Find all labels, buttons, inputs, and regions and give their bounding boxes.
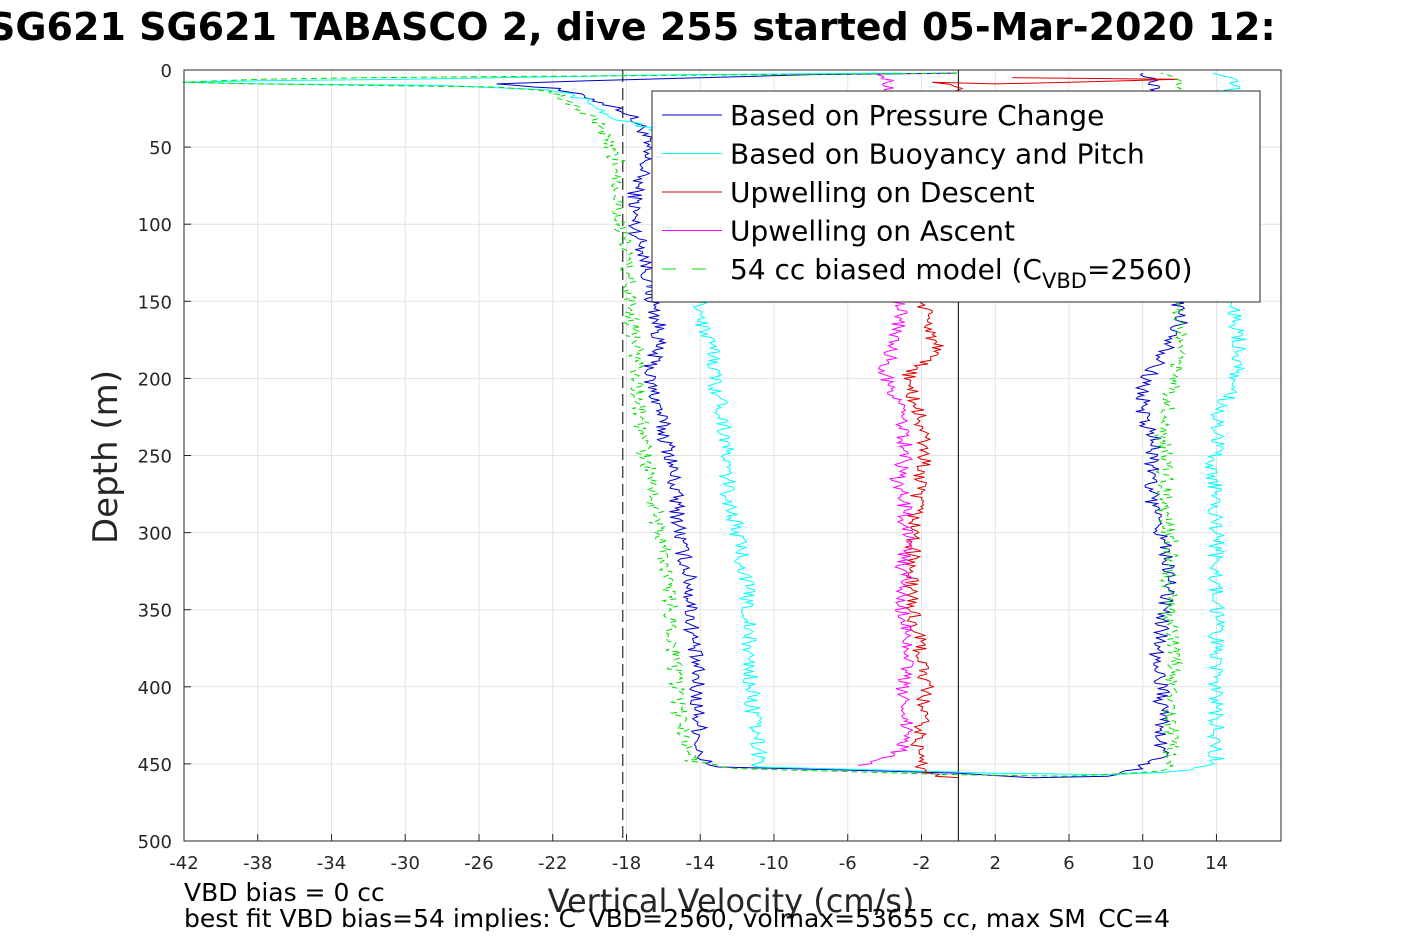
y-tick-label: 450 — [138, 755, 172, 776]
y-axis-label: Depth (m) — [86, 370, 126, 544]
legend-label-text: 54 cc biased model (C — [730, 253, 1042, 286]
legend-entry-label: 54 cc biased model (CVBD=2560) — [730, 253, 1193, 293]
x-tick-label: -34 — [317, 853, 346, 874]
legend-entry-label: Based on Pressure Change — [730, 99, 1104, 132]
y-tick-label: 350 — [138, 601, 172, 622]
best-fit-note: best fit VBD bias=54 implies: C_VBD=2560… — [184, 906, 1171, 931]
x-tick-label: 14 — [1205, 853, 1228, 874]
x-tick-label: -2 — [913, 853, 931, 874]
x-tick-label: -10 — [759, 853, 788, 874]
legend-label-text: Based on Buoyancy and Pitch — [730, 138, 1145, 171]
legend-label-text: Upwelling on Ascent — [730, 215, 1015, 248]
legend-label-text: Based on Pressure Change — [730, 99, 1104, 132]
x-tick-label: -22 — [538, 853, 567, 874]
y-tick-label: 250 — [138, 447, 172, 468]
x-tick-label: -30 — [391, 853, 420, 874]
x-tick-label: -14 — [686, 853, 715, 874]
ticks: -42 -38 -34 -30 -26 -22 -18 -14 -10 -6 -2 2 6 10 14050… — [138, 61, 1228, 874]
x-tick-label: -42 — [169, 853, 198, 874]
legend-entry-label: Based on Buoyancy and Pitch — [730, 138, 1145, 171]
y-tick-label: 150 — [138, 292, 172, 313]
x-axis-label: Vertical Velocity (cm/s) — [548, 882, 915, 920]
y-tick-label: 100 — [138, 215, 172, 236]
x-tick-label: 10 — [1131, 853, 1154, 874]
y-tick-label: 50 — [149, 138, 172, 159]
x-tick-label: -26 — [464, 853, 493, 874]
x-tick-label: 6 — [1063, 853, 1074, 874]
x-tick-label: -6 — [839, 853, 857, 874]
legend-entry-label: Upwelling on Ascent — [730, 215, 1015, 248]
y-tick-label: 200 — [138, 369, 172, 390]
vbd-bias-note: VBD bias = 0 cc — [184, 878, 385, 907]
legend: Based on Pressure Change Based on Buoyanc… — [651, 90, 1261, 303]
legend-box — [651, 90, 1261, 303]
y-tick-label: 400 — [138, 678, 172, 699]
legend-label-text: Upwelling on Descent — [730, 176, 1035, 209]
legend-label-suffix: =2560) — [1087, 253, 1193, 286]
x-tick-label: -18 — [612, 853, 641, 874]
y-tick-label: 300 — [138, 524, 172, 545]
series-line-4 — [182, 72, 1190, 777]
x-tick-label: -38 — [243, 853, 272, 874]
legend-label-subscript: VBD — [1042, 269, 1087, 293]
x-tick-label: 2 — [990, 853, 1001, 874]
y-tick-label: 500 — [138, 832, 172, 853]
y-tick-label: 0 — [161, 61, 172, 82]
chart-title: SG621 SG621 TABASCO 2, dive 255 started … — [0, 8, 1276, 46]
legend-entry-label: Upwelling on Descent — [730, 176, 1035, 209]
